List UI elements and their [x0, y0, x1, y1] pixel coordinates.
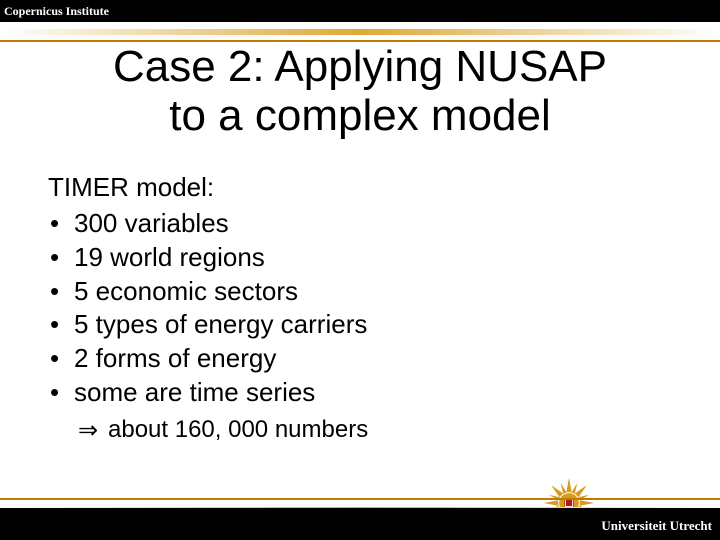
slide: Copernicus Institute Case 2: Applying NU…	[0, 0, 720, 540]
bullet-item: 5 economic sectors	[48, 275, 668, 309]
bullet-item: 300 variables	[48, 207, 668, 241]
top-accent	[0, 22, 720, 32]
footer-university: Universiteit Utrecht	[601, 518, 712, 534]
bullet-item: 2 forms of energy	[48, 342, 668, 376]
title-line1: Case 2: Applying NUSAP	[113, 42, 607, 91]
body-intro: TIMER model:	[48, 172, 668, 203]
body-conclusion: about 160, 000 numbers	[78, 416, 668, 444]
bullet-item: 5 types of energy carriers	[48, 308, 668, 342]
gradient-bar-top	[0, 29, 720, 35]
footer-black: Universiteit Utrecht	[0, 508, 720, 540]
title-line2: to a complex model	[169, 91, 551, 140]
top-bar: Copernicus Institute	[0, 0, 720, 22]
bullet-list: 300 variables 19 world regions 5 economi…	[48, 207, 668, 410]
bottom-bar: Universiteit Utrecht	[0, 498, 720, 540]
bullet-item: some are time series	[48, 376, 668, 410]
institute-label: Copernicus Institute	[0, 4, 109, 19]
bottom-accent	[0, 498, 720, 508]
accent-line-bottom	[0, 498, 720, 500]
slide-body: TIMER model: 300 variables 19 world regi…	[48, 172, 668, 444]
slide-title: Case 2: Applying NUSAP to a complex mode…	[0, 42, 720, 141]
bullet-item: 19 world regions	[48, 241, 668, 275]
